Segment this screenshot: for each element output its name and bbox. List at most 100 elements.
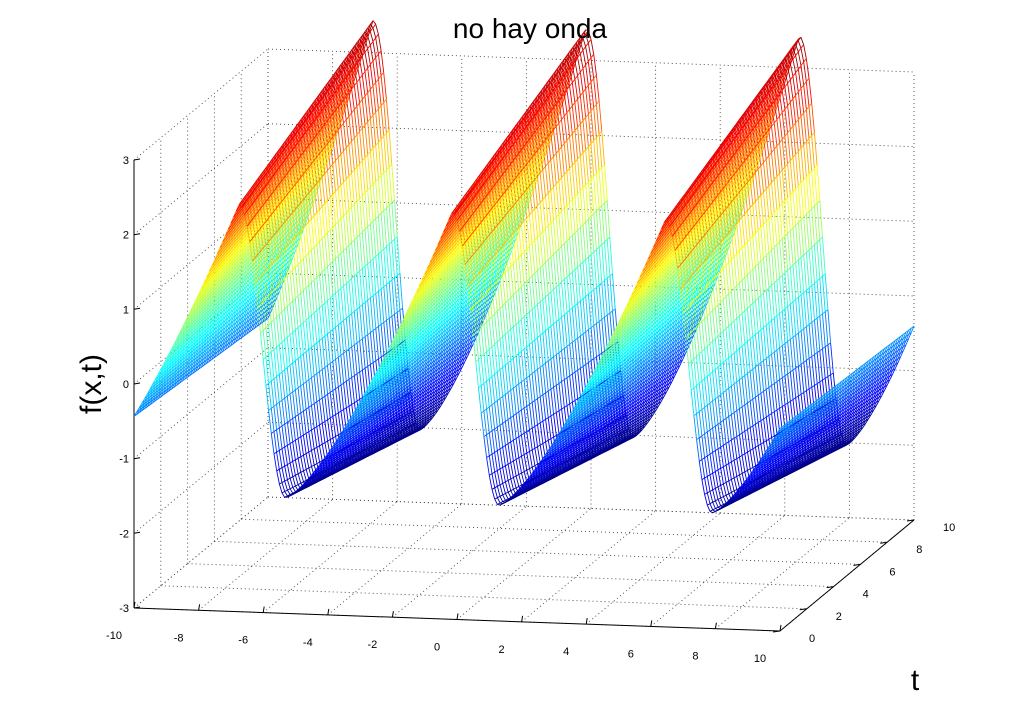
surface-segment — [574, 50, 579, 60]
surface-segment — [878, 391, 883, 398]
surface-segment — [270, 292, 274, 300]
surface-segment — [509, 237, 514, 245]
surface-segment — [797, 40, 802, 49]
surface-segment — [579, 38, 584, 48]
surface-segment — [655, 396, 659, 403]
surface-segment — [388, 282, 393, 317]
surface-segment — [883, 370, 888, 376]
surface-segment — [604, 317, 608, 350]
surface-segment — [668, 378, 673, 384]
surface-segment — [587, 30, 592, 40]
surface-segment — [544, 127, 549, 137]
surface-segment — [792, 59, 797, 73]
surface-segment — [878, 381, 883, 387]
surface-segment — [353, 57, 358, 66]
surface-segment — [386, 169, 390, 206]
surface-segment — [499, 261, 503, 269]
surface-segment — [746, 183, 751, 192]
surface-segment — [361, 46, 366, 56]
surface-segment — [900, 346, 904, 354]
surface-segment — [569, 52, 573, 62]
z-tick — [133, 457, 141, 460]
surface-segment — [674, 367, 678, 373]
surface-segment — [889, 374, 893, 380]
surface-segment — [811, 135, 815, 169]
surface-segment — [679, 359, 683, 366]
surface-segment — [383, 172, 387, 209]
surface-segment — [574, 45, 579, 55]
surface-segment — [342, 80, 347, 90]
surface-segment — [881, 386, 885, 393]
surface-segment — [743, 196, 748, 205]
z-tick — [133, 606, 141, 609]
surface-segment — [369, 20, 374, 30]
surface-segment — [485, 303, 490, 311]
surface-segment — [892, 356, 896, 363]
surface-segment — [897, 340, 902, 347]
surface-segment — [660, 386, 665, 393]
x-tick — [133, 601, 136, 609]
surface-segment — [332, 138, 336, 147]
x-tick — [779, 624, 782, 632]
surface-segment — [345, 97, 350, 107]
x-tick — [521, 615, 524, 622]
surface-segment — [805, 109, 810, 139]
surface-segment — [765, 112, 770, 122]
surface-segment — [447, 374, 452, 381]
surface-segment — [461, 362, 465, 369]
surface-segment — [795, 55, 799, 70]
surface-segment — [606, 239, 611, 276]
surface-segment — [464, 356, 468, 363]
surface-segment — [700, 301, 705, 309]
surface-segment — [601, 131, 605, 165]
surface-segment — [604, 202, 608, 240]
surface-segment — [902, 336, 907, 343]
surface-segment — [883, 381, 888, 388]
surface-segment — [870, 396, 875, 403]
surface-segment — [377, 108, 382, 140]
surface-segment — [283, 249, 288, 258]
surface-segment — [663, 381, 667, 388]
surface-segment — [676, 357, 681, 364]
surface-segment — [353, 72, 358, 82]
surface-segment — [351, 60, 355, 70]
surface-segment — [356, 48, 361, 58]
surface-segment — [593, 140, 597, 174]
surface-segment — [674, 363, 678, 370]
surface-segment — [587, 85, 592, 111]
surface-segment — [448, 378, 452, 384]
surface-segment — [883, 373, 888, 380]
surface-segment — [824, 273, 829, 310]
surface-segment — [372, 85, 377, 113]
surface-segment — [372, 20, 377, 25]
surface-segment — [601, 205, 605, 243]
surface-segment — [262, 311, 266, 319]
surface-segment — [590, 57, 595, 79]
surface-segment — [332, 123, 336, 132]
surface-segment — [787, 65, 791, 75]
surface-segment — [461, 350, 465, 357]
surface-segment — [816, 318, 821, 351]
surface-segment — [383, 136, 387, 170]
surface-segment — [824, 311, 829, 345]
x-tick — [391, 611, 394, 618]
surface-segment — [598, 100, 603, 132]
surface-segment — [808, 106, 813, 136]
surface-segment — [469, 328, 474, 336]
surface-segment — [711, 279, 716, 287]
surface-segment — [455, 365, 460, 372]
surface-segment — [908, 327, 912, 335]
surface-segment — [388, 166, 393, 203]
surface-segment — [539, 158, 544, 167]
surface-segment — [797, 51, 802, 66]
surface-segment — [367, 35, 371, 46]
surface-segment — [523, 205, 527, 213]
surface-segment — [811, 247, 815, 284]
surface-segment — [682, 353, 686, 361]
surface-segment — [348, 73, 352, 83]
x-tick — [262, 606, 265, 613]
surface-segment — [652, 398, 656, 404]
surface-segment — [515, 213, 519, 221]
surface-segment — [461, 358, 465, 365]
surface-segment — [660, 396, 665, 403]
